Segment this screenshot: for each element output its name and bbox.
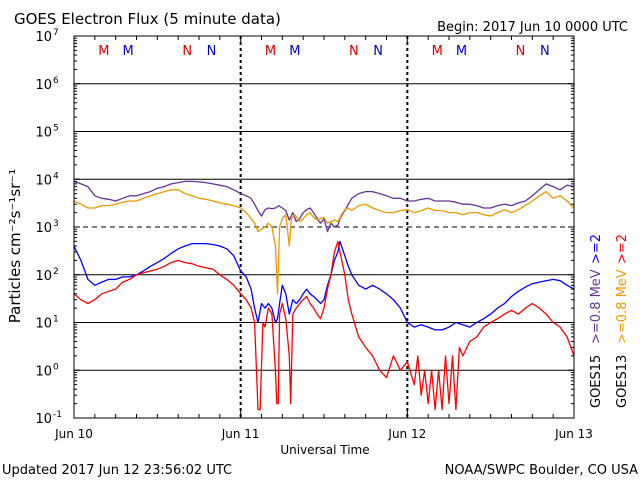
y-tick-exponent: 4: [53, 171, 59, 181]
legend-entry: >=2: [615, 234, 630, 264]
y-tick-exponent: 3: [53, 219, 59, 229]
y-tick-label: 10: [35, 173, 52, 188]
legend-goes15: GOES15 >=0.8 MeV >=2: [589, 234, 604, 408]
x-axis-ticks: Jun 10 Jun 11 Jun 12 Jun 13: [54, 36, 593, 441]
top-marker: N: [349, 44, 359, 59]
series-layer: [73, 180, 575, 411]
y-tick-label: 10: [35, 317, 52, 332]
top-marker: N: [373, 44, 383, 59]
legend-goes13: GOES13 >=0.8 MeV >=2: [615, 234, 630, 408]
series-line: [73, 240, 575, 331]
x-axis-label: Universal Time: [280, 443, 369, 457]
series-line: [73, 240, 575, 411]
y-tick-label: 10: [35, 364, 52, 379]
footer-credit: NOAA/SWPC Boulder, CO USA: [445, 463, 638, 478]
legend-entry: >=0.8 MeV: [615, 269, 630, 344]
y-tick-exponent: 7: [53, 28, 59, 38]
y-axis-label: Particles cm⁻²s⁻¹sr⁻¹: [6, 169, 24, 323]
legend-satellite: GOES15: [589, 355, 604, 408]
y-tick-label: 10: [35, 30, 52, 45]
y-tick-label: 10: [35, 126, 52, 141]
top-marker: M: [123, 44, 134, 59]
y-tick-label: 10: [35, 221, 52, 236]
legend-satellite: GOES13: [615, 355, 630, 408]
y-tick-exponent: 0: [53, 362, 59, 372]
top-marker: N: [516, 44, 526, 59]
top-marker: N: [540, 44, 550, 59]
y-tick-exponent: 2: [53, 267, 59, 277]
top-marker: M: [289, 44, 300, 59]
y-tick-label: 10: [35, 78, 52, 93]
footer-updated: Updated 2017 Jun 12 23:56:02 UTC: [2, 463, 232, 478]
grid-layer: [74, 36, 574, 418]
chart-title: GOES Electron Flux (5 minute data): [14, 10, 281, 28]
series-line: [73, 180, 575, 233]
y-tick-exponent: 5: [53, 124, 59, 134]
legend-entry: >=0.8 MeV: [589, 269, 604, 344]
top-marker: M: [265, 44, 276, 59]
x-tick-label: Jun 13: [554, 427, 593, 441]
legend-entry: >=2: [589, 234, 604, 264]
x-tick-label: Jun 10: [54, 427, 93, 441]
begin-label: Begin: 2017 Jun 10 0000 UTC: [437, 20, 628, 35]
x-tick-label: Jun 11: [221, 427, 260, 441]
y-tick-label: 10: [35, 412, 52, 427]
right-legend: GOES15 >=0.8 MeV >=2 GOES13 >=0.8 MeV >=2: [589, 234, 630, 408]
y-tick-exponent: 6: [53, 76, 59, 86]
x-tick-label: Jun 12: [387, 427, 426, 441]
top-marker: M: [98, 44, 109, 59]
series-line: [73, 189, 575, 295]
top-marker: M: [432, 44, 443, 59]
top-marker: N: [207, 44, 217, 59]
y-tick-exponent: 1: [53, 315, 59, 325]
y-tick-label: 10: [35, 269, 52, 284]
y-tick-exponent: -1: [53, 410, 62, 420]
top-marker: N: [182, 44, 192, 59]
top-marker: M: [456, 44, 467, 59]
